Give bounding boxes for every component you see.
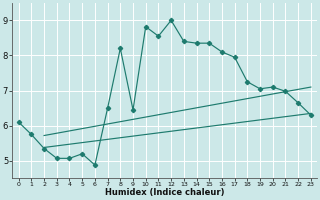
X-axis label: Humidex (Indice chaleur): Humidex (Indice chaleur) [105,188,225,197]
